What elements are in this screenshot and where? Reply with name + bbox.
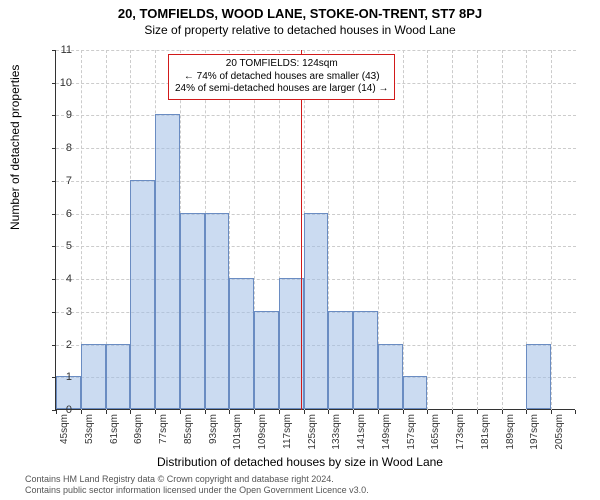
xtick-label: 45sqm <box>59 414 70 444</box>
xtick-label: 165sqm <box>430 414 441 450</box>
xtick-mark <box>526 410 527 414</box>
gridline <box>56 148 576 149</box>
xtick-mark <box>106 410 107 414</box>
xtick-label: 189sqm <box>505 414 516 450</box>
chart-container: 20, TOMFIELDS, WOOD LANE, STOKE-ON-TRENT… <box>0 0 600 500</box>
ytick-label: 5 <box>52 240 72 252</box>
xtick-mark <box>328 410 329 414</box>
xtick-mark <box>353 410 354 414</box>
vgridline <box>427 50 428 410</box>
histogram-bar <box>155 114 180 409</box>
footer-line-2: Contains public sector information licen… <box>25 485 369 496</box>
xtick-label: 133sqm <box>331 414 342 450</box>
xtick-mark <box>304 410 305 414</box>
vgridline <box>477 50 478 410</box>
ytick-label: 7 <box>52 175 72 187</box>
xtick-mark <box>279 410 280 414</box>
ytick-label: 8 <box>52 142 72 154</box>
xtick-label: 197sqm <box>529 414 540 450</box>
histogram-bar <box>378 344 403 409</box>
annotation-box: 20 TOMFIELDS: 124sqm← 74% of detached ho… <box>168 54 395 100</box>
chart-subtitle: Size of property relative to detached ho… <box>0 21 600 37</box>
y-axis-label: Number of detached properties <box>8 65 22 230</box>
plot: 45sqm53sqm61sqm69sqm77sqm85sqm93sqm101sq… <box>55 50 575 410</box>
histogram-bar <box>81 344 106 409</box>
xtick-label: 149sqm <box>381 414 392 450</box>
ytick-label: 1 <box>52 371 72 383</box>
histogram-bar <box>254 311 279 409</box>
vgridline <box>551 50 552 410</box>
ytick-label: 4 <box>52 273 72 285</box>
xtick-mark <box>254 410 255 414</box>
ytick-label: 2 <box>52 339 72 351</box>
xtick-mark <box>229 410 230 414</box>
gridline <box>56 115 576 116</box>
xtick-label: 141sqm <box>356 414 367 450</box>
xtick-mark <box>130 410 131 414</box>
ytick-label: 11 <box>52 44 72 56</box>
xtick-label: 117sqm <box>282 414 293 449</box>
xtick-label: 53sqm <box>84 414 95 444</box>
histogram-bar <box>106 344 131 409</box>
plot-area: 45sqm53sqm61sqm69sqm77sqm85sqm93sqm101sq… <box>55 50 575 410</box>
footer-line-1: Contains HM Land Registry data © Crown c… <box>25 474 369 485</box>
xtick-label: 157sqm <box>406 414 417 450</box>
vgridline <box>502 50 503 410</box>
x-axis-label: Distribution of detached houses by size … <box>0 455 600 469</box>
xtick-label: 205sqm <box>554 414 565 450</box>
histogram-bar <box>328 311 353 409</box>
xtick-label: 125sqm <box>307 414 318 450</box>
vgridline <box>452 50 453 410</box>
histogram-bar <box>130 180 155 409</box>
xtick-mark <box>205 410 206 414</box>
xtick-label: 69sqm <box>133 414 144 444</box>
histogram-bar <box>229 278 254 409</box>
xtick-label: 173sqm <box>455 414 466 450</box>
xtick-label: 85sqm <box>183 414 194 444</box>
vgridline <box>403 50 404 410</box>
ytick-label: 9 <box>52 109 72 121</box>
xtick-label: 101sqm <box>232 414 243 450</box>
histogram-bar <box>304 213 329 409</box>
xtick-mark <box>452 410 453 414</box>
histogram-bar <box>526 344 551 409</box>
histogram-bar <box>403 376 428 409</box>
xtick-mark <box>403 410 404 414</box>
xtick-mark <box>427 410 428 414</box>
histogram-bar <box>205 213 230 409</box>
footer-attribution: Contains HM Land Registry data © Crown c… <box>25 474 369 496</box>
xtick-mark <box>551 410 552 414</box>
xtick-label: 77sqm <box>158 414 169 444</box>
histogram-bar <box>180 213 205 409</box>
ytick-label: 3 <box>52 306 72 318</box>
xtick-mark <box>502 410 503 414</box>
gridline <box>56 50 576 51</box>
xtick-mark <box>81 410 82 414</box>
annotation-line: 20 TOMFIELDS: 124sqm <box>175 58 388 71</box>
marker-line <box>301 50 302 410</box>
xtick-mark <box>378 410 379 414</box>
annotation-line: ← 74% of detached houses are smaller (43… <box>175 71 388 84</box>
xtick-mark <box>155 410 156 414</box>
xtick-label: 61sqm <box>109 414 120 444</box>
xtick-mark <box>477 410 478 414</box>
ytick-label: 10 <box>52 77 72 89</box>
annotation-line: 24% of semi-detached houses are larger (… <box>175 83 388 96</box>
histogram-bar <box>353 311 378 409</box>
xtick-label: 93sqm <box>208 414 219 444</box>
xtick-mark <box>180 410 181 414</box>
chart-title: 20, TOMFIELDS, WOOD LANE, STOKE-ON-TRENT… <box>0 0 600 21</box>
xtick-mark <box>575 410 576 414</box>
xtick-label: 181sqm <box>480 414 491 450</box>
xtick-label: 109sqm <box>257 414 268 450</box>
ytick-label: 6 <box>52 208 72 220</box>
ytick-label: 0 <box>52 404 72 416</box>
